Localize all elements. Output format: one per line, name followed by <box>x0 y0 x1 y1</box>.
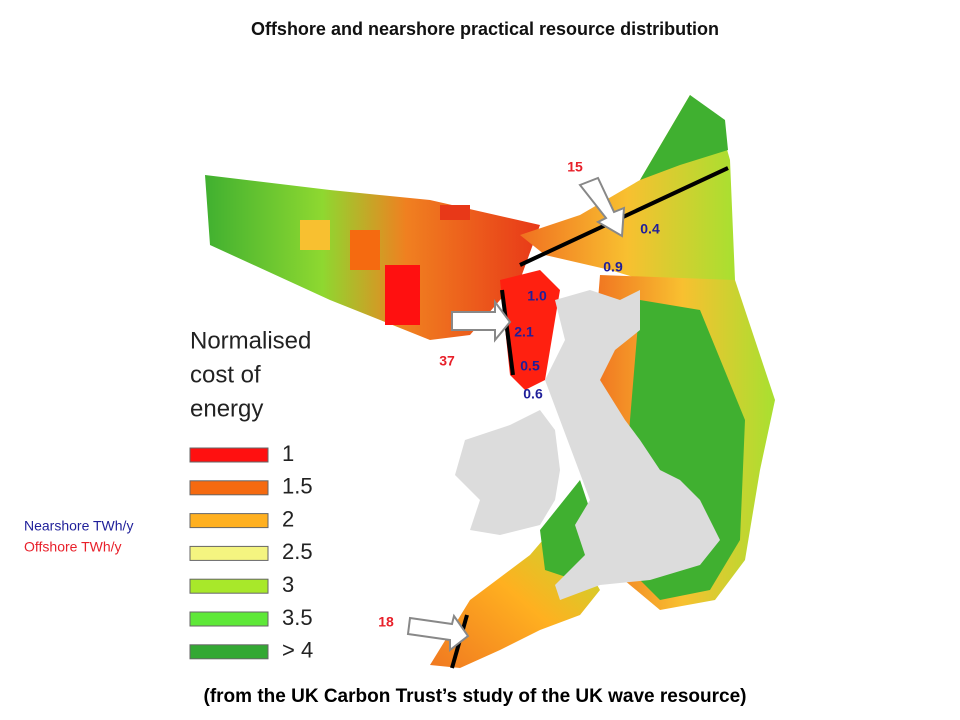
nearshore-value: 0.9 <box>603 259 623 275</box>
legend-swatch <box>189 578 269 594</box>
legend-title: energy <box>190 395 263 422</box>
title: Offshore and nearshore practical resourc… <box>251 19 719 39</box>
offshore-value: 18 <box>378 614 394 630</box>
caption: (from the UK Carbon Trust’s study of the… <box>204 686 747 707</box>
nearshore-key: Nearshore TWh/y <box>24 518 133 534</box>
offshore-key: Offshore TWh/y <box>24 539 122 555</box>
legend-label: 3 <box>282 572 294 597</box>
legend-title: Normalised <box>190 327 311 354</box>
nearshore-value: 1.0 <box>527 288 547 304</box>
legend-swatch <box>189 513 269 529</box>
legend-swatch <box>189 545 269 561</box>
offshore-value: 15 <box>567 159 583 175</box>
legend-title: cost of <box>190 361 261 388</box>
legend-label: 2.5 <box>282 539 313 564</box>
key: Nearshore TWh/y Offshore TWh/y <box>24 518 133 555</box>
legend-label: 1.5 <box>282 474 313 499</box>
legend-label: 2 <box>282 506 294 531</box>
legend-label: 1 <box>282 441 294 466</box>
nearshore-value: 0.5 <box>520 358 540 374</box>
nearshore-value: 2.1 <box>514 324 534 340</box>
nearshore-value: 0.6 <box>523 386 543 402</box>
legend-swatch <box>189 644 269 660</box>
legend-label: 3.5 <box>282 605 313 630</box>
nearshore-value: 0.4 <box>640 221 660 237</box>
annotations: 0.4 0.9 1.0 2.1 0.5 0.6 15 37 18 <box>378 159 660 630</box>
legend-swatch <box>189 611 269 627</box>
offshore-value: 37 <box>439 353 455 369</box>
legend-swatch <box>189 447 269 463</box>
legend-swatch <box>189 480 269 496</box>
legend-label: > 4 <box>282 638 313 663</box>
map <box>205 95 775 669</box>
legend: Normalised cost of energy 1 1.5 2 2.5 3 3.5 > 4 <box>189 327 313 663</box>
